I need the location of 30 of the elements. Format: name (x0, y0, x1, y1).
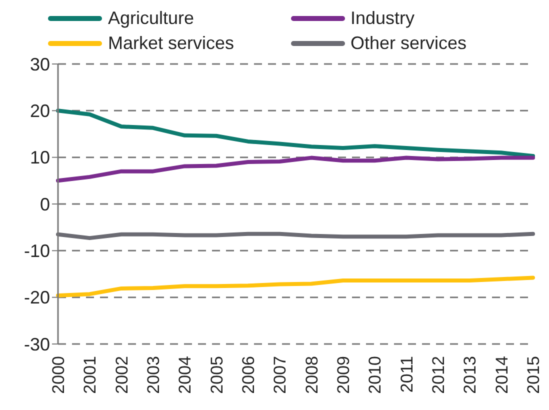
x-tick-label: 2002 (112, 356, 132, 394)
line-series (56, 156, 535, 183)
x-tick-label: 2004 (176, 356, 195, 394)
legend-label: Other services (350, 33, 467, 54)
x-tick-label: 2007 (270, 356, 290, 394)
x-tick-label: 2006 (239, 356, 258, 394)
y-tick-label: -30 (24, 334, 50, 354)
x-tick-label: 2000 (49, 356, 68, 394)
x-tick-label: 2003 (144, 356, 164, 394)
x-tick-label: 2013 (460, 356, 480, 394)
x-tick-label: 2011 (397, 356, 416, 393)
x-tick-label: 2009 (334, 356, 354, 394)
y-tick-label: -10 (24, 241, 50, 262)
y-tick-label: 30 (30, 54, 50, 74)
x-tick-label: 2012 (429, 356, 448, 394)
y-tick-label: 20 (30, 101, 50, 122)
y-tick-label: 10 (30, 148, 50, 168)
x-tick-label: 2010 (366, 356, 385, 394)
y-tick-label: 0 (40, 194, 50, 214)
legend-label: Industry (350, 8, 415, 29)
x-tick-label: 2001 (80, 356, 100, 394)
legend-label: Agriculture (108, 8, 194, 29)
x-tick-label: 2008 (302, 356, 322, 394)
x-tick-label: 2015 (524, 356, 544, 394)
y-tick-label: -20 (24, 288, 50, 308)
x-tick-label: 2014 (492, 356, 512, 394)
legend-label: Market services (108, 33, 234, 54)
line-series (56, 276, 535, 298)
line-series (56, 108, 535, 158)
x-tick-label: 2005 (207, 356, 226, 394)
